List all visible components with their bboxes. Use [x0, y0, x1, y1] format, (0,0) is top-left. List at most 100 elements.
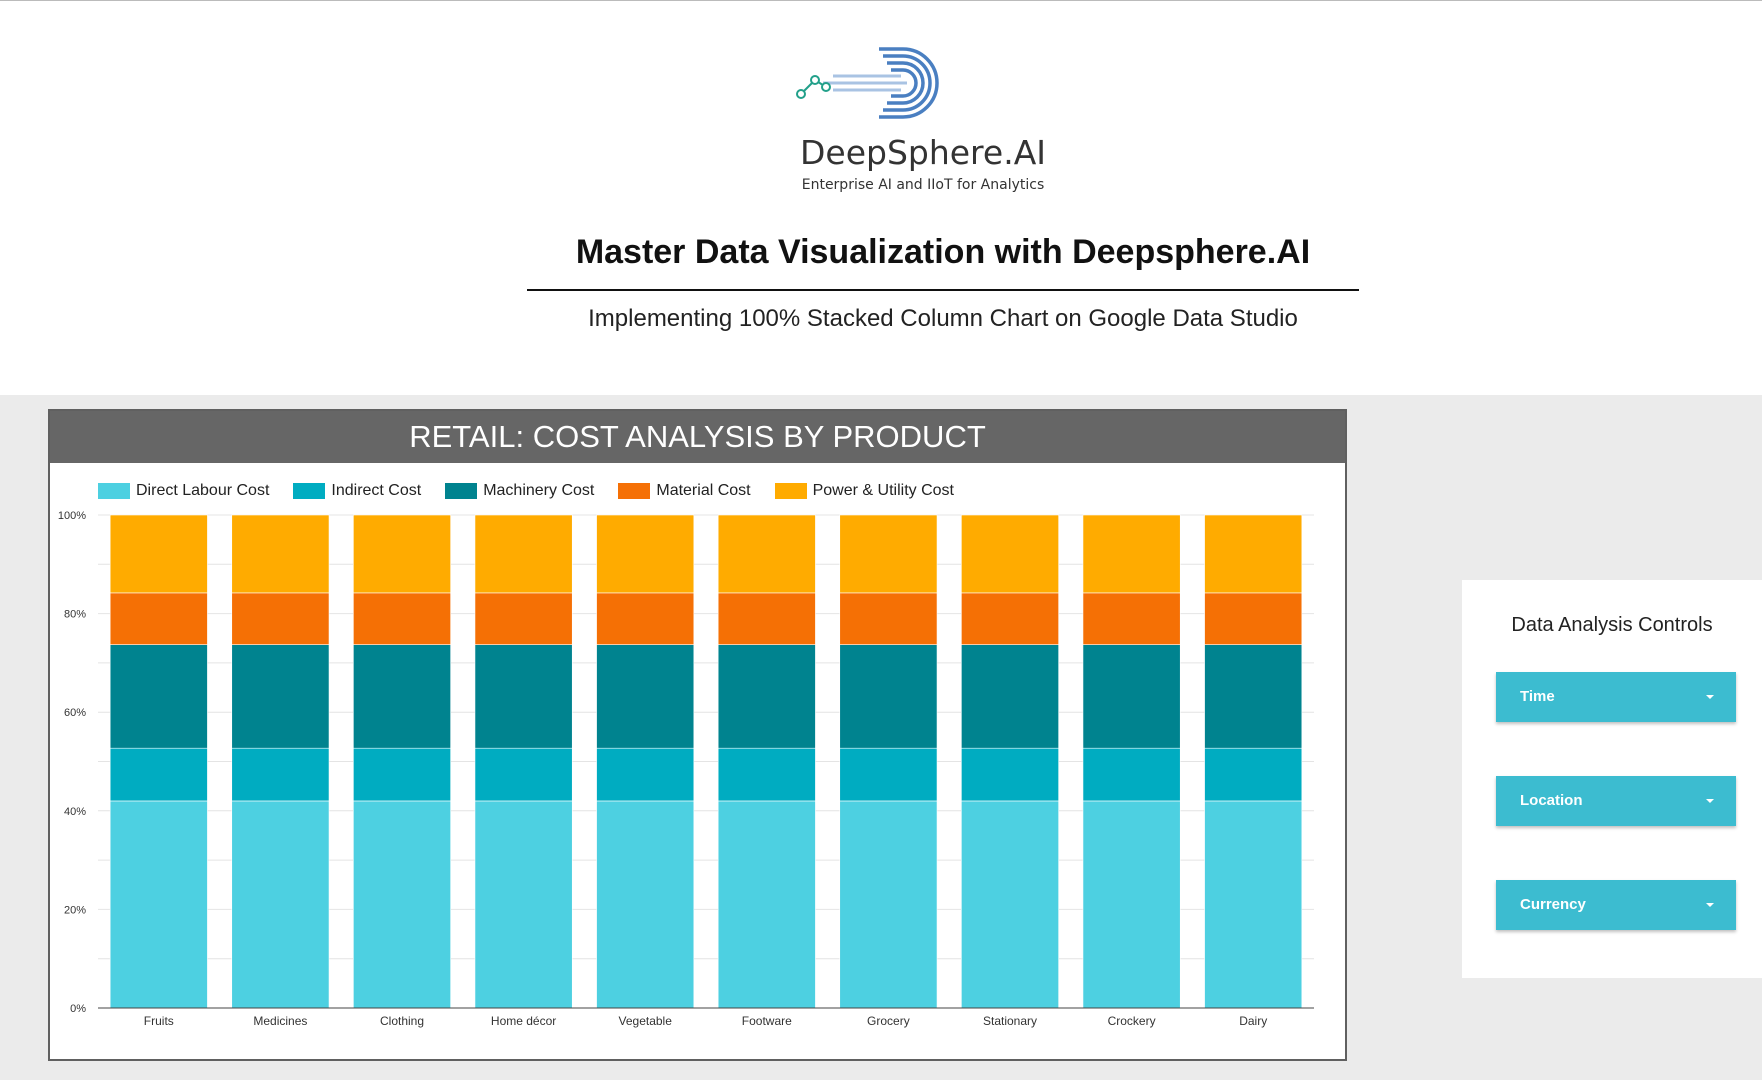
legend-item: Direct Labour Cost — [98, 482, 269, 500]
bar-segment[interactable] — [1204, 747, 1303, 802]
bar-segment[interactable] — [353, 514, 451, 594]
chart-legend: Direct Labour Cost Indirect Cost Machinery… — [98, 481, 978, 501]
bar-segment[interactable] — [839, 747, 938, 802]
controls-title: Data Analysis Controls — [1511, 614, 1713, 636]
bar-segment[interactable] — [717, 747, 816, 802]
bar-segment[interactable] — [596, 514, 695, 594]
page-title: Master Data Visualization with Deepspher… — [527, 227, 1359, 291]
bar-segment[interactable] — [231, 747, 330, 802]
x-tick-label: Stationary — [983, 1014, 1037, 1028]
x-tick-label: Grocery — [867, 1014, 910, 1028]
chart-title: RETAIL: COST ANALYSIS BY PRODUCT — [50, 411, 1345, 463]
x-tick-label: Crockery — [1108, 1014, 1156, 1028]
legend-item: Material Cost — [618, 482, 751, 500]
legend-label: Machinery Cost — [483, 482, 595, 499]
bar-segment[interactable] — [353, 747, 451, 802]
bar-segment[interactable] — [1204, 800, 1303, 1009]
bar-segment[interactable] — [961, 800, 1059, 1009]
x-tick-label: Footware — [742, 1014, 792, 1028]
caret-down-icon — [1706, 799, 1714, 803]
location-dropdown[interactable]: Location — [1496, 776, 1736, 826]
bar-segment[interactable] — [109, 800, 208, 1009]
bar-segment[interactable] — [596, 747, 695, 802]
location-dropdown-label: Location — [1520, 792, 1583, 809]
caret-down-icon — [1706, 695, 1714, 699]
bar-segment[interactable] — [474, 592, 573, 645]
bar-segment[interactable] — [1204, 644, 1303, 749]
x-tick-label: Fruits — [144, 1014, 174, 1028]
legend-label: Material Cost — [656, 482, 751, 499]
bar-segment[interactable] — [231, 592, 330, 645]
y-tick-label: 60% — [64, 707, 86, 719]
bar-segment[interactable] — [961, 592, 1059, 645]
bar-segment[interactable] — [474, 747, 573, 802]
bar-segment[interactable] — [596, 800, 695, 1009]
bar-segment[interactable] — [474, 800, 573, 1009]
legend-item: Machinery Cost — [445, 482, 594, 500]
bar-segment[interactable] — [109, 592, 208, 645]
bar-segment[interactable] — [231, 514, 330, 594]
legend-swatch — [618, 483, 651, 499]
bar-segment[interactable] — [1082, 514, 1181, 594]
legend-label: Direct Labour Cost — [136, 482, 270, 499]
y-tick-label: 20% — [64, 904, 86, 916]
bar-segment[interactable] — [353, 800, 451, 1009]
bar-segment[interactable] — [1204, 592, 1303, 645]
bar-segment[interactable] — [231, 800, 330, 1009]
y-tick-label: 100% — [58, 510, 86, 522]
bar-segment[interactable] — [839, 800, 938, 1009]
legend-item: Power & Utility Cost — [774, 482, 954, 500]
stacked-column-chart: 0% 20% 40% 60% 80% 100% Fruits Medicines Clothin… — [58, 510, 1314, 1028]
legend-swatch — [445, 483, 478, 499]
bar-segment[interactable] — [1082, 800, 1181, 1009]
currency-dropdown-label: Currency — [1520, 896, 1586, 913]
x-tick-label: Home décor — [491, 1014, 556, 1028]
legend-swatch — [774, 483, 807, 499]
chart-panel: RETAIL: COST ANALYSIS BY PRODUCT Direct … — [48, 409, 1347, 1061]
bar-segment[interactable] — [474, 644, 573, 749]
bar-segment[interactable] — [474, 514, 573, 594]
caret-down-icon — [1706, 903, 1714, 907]
deepsphere-logo-icon: DeepSphere.AI Enterprise AI and IIoT for… — [796, 47, 1046, 193]
bar-segment[interactable] — [717, 592, 816, 645]
bar-segment[interactable] — [353, 592, 451, 645]
legend-label: Indirect Cost — [331, 482, 422, 499]
bar-segment[interactable] — [839, 592, 938, 645]
time-dropdown[interactable]: Time — [1496, 672, 1736, 722]
bar-segment[interactable] — [1204, 514, 1303, 594]
bar-segment[interactable] — [109, 514, 208, 594]
logo-tagline: Enterprise AI and IIoT for Analytics — [802, 177, 1045, 193]
bar-segment[interactable] — [839, 514, 938, 594]
bar-segment[interactable] — [839, 644, 938, 749]
x-tick-label: Vegetable — [619, 1014, 673, 1028]
y-tick-label: 40% — [64, 806, 86, 818]
time-dropdown-label: Time — [1520, 688, 1555, 705]
logo-wordmark: DeepSphere.AI — [800, 133, 1046, 172]
bar-segment[interactable] — [961, 514, 1059, 594]
y-tick-label: 80% — [64, 609, 86, 621]
page-subtitle: Implementing 100% Stacked Column Chart o… — [588, 305, 1298, 332]
y-tick-label: 0% — [70, 1003, 86, 1015]
x-tick-label: Medicines — [253, 1014, 307, 1028]
bar-segment[interactable] — [717, 644, 816, 749]
bar-segment[interactable] — [109, 747, 208, 802]
bar-segment[interactable] — [109, 644, 208, 749]
bar-segment[interactable] — [353, 644, 451, 749]
legend-item: Indirect Cost — [293, 482, 421, 500]
bar-segment[interactable] — [717, 514, 816, 594]
bar-segment[interactable] — [231, 644, 330, 749]
legend-swatch — [293, 483, 326, 499]
x-tick-label: Clothing — [380, 1014, 424, 1028]
bar-segment[interactable] — [596, 644, 695, 749]
currency-dropdown[interactable]: Currency — [1496, 880, 1736, 930]
bar-segment[interactable] — [1082, 644, 1181, 749]
bar-segment[interactable] — [1082, 747, 1181, 802]
bar-segment[interactable] — [961, 747, 1059, 802]
bar-segment[interactable] — [961, 644, 1059, 749]
data-analysis-controls: Data Analysis Controls Time Location Cur… — [1462, 580, 1762, 978]
bar-segment[interactable] — [717, 800, 816, 1009]
x-tick-label: Dairy — [1239, 1014, 1267, 1028]
bar-segment[interactable] — [596, 592, 695, 645]
report-header: DeepSphere.AI Enterprise AI and IIoT for… — [0, 0, 1762, 395]
bar-segment[interactable] — [1082, 592, 1181, 645]
